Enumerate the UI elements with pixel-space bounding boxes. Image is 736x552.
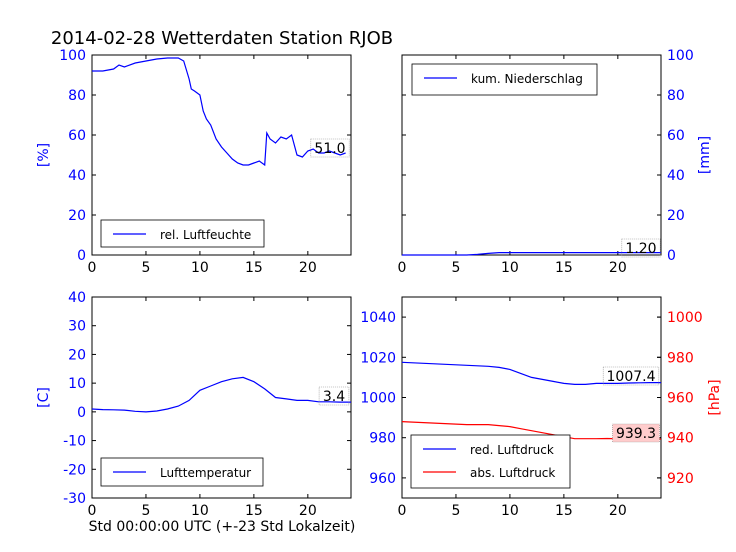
y-tick-label: 960 xyxy=(369,471,396,487)
x-tick-label: 15 xyxy=(555,503,573,519)
y-tick-label: 1000 xyxy=(360,391,396,407)
value-label: 1.20 xyxy=(625,241,656,257)
y-tick-label: 30 xyxy=(68,319,86,335)
x-tick-label: 20 xyxy=(299,503,317,519)
y-right-tick-label: 1000 xyxy=(667,310,703,326)
x-tick-label: 10 xyxy=(501,260,519,276)
y-tick-label: 80 xyxy=(667,88,685,104)
x-tick-label: 15 xyxy=(245,503,263,519)
legend-label: abs. Luftdruck xyxy=(470,466,555,480)
legend-label: kum. Niederschlag xyxy=(471,72,583,86)
x-tick-label: 0 xyxy=(398,260,407,276)
y-tick-label: 20 xyxy=(667,208,685,224)
y-tick-label: 100 xyxy=(59,48,86,64)
y-tick-label: 80 xyxy=(68,88,86,104)
y-tick-label: 20 xyxy=(68,208,86,224)
y-right-tick-label: 980 xyxy=(667,350,694,366)
y-tick-label: 1040 xyxy=(360,310,396,326)
x-tick-label: 20 xyxy=(609,260,627,276)
x-tick-label: 20 xyxy=(609,503,627,519)
y-right-tick-label: 920 xyxy=(667,471,694,487)
y-tick-label: 20 xyxy=(68,347,86,363)
value-label: 939.3 xyxy=(616,426,656,442)
legend-label: red. Luftdruck xyxy=(470,443,554,457)
x-tick-label: 15 xyxy=(245,260,263,276)
y-tick-label: 980 xyxy=(369,431,396,447)
panel-pressure: 0 5 10 15 20 960 980 1000 1020 1040 920 940 960 980 10… xyxy=(360,296,723,519)
series-line-temperature xyxy=(91,376,351,413)
series-line-precipitation xyxy=(402,252,661,256)
panel-temperature: 0 5 10 15 20 -30 -20 -10 0 10 20 30 40 [C] 3.4 Lufttemp… xyxy=(36,290,352,519)
y-tick-label: 0 xyxy=(667,248,676,264)
x-tick-label: 5 xyxy=(451,260,460,276)
x-tick-label: 5 xyxy=(451,503,460,519)
y-tick-label: -30 xyxy=(63,491,86,507)
value-label-box xyxy=(318,386,350,406)
x-tick-label: 20 xyxy=(299,260,317,276)
figure-title: 2014-02-28 Wetterdaten Station RJOB xyxy=(51,28,393,49)
legend-box xyxy=(410,434,571,489)
plot-frame xyxy=(91,296,352,499)
plot-frame xyxy=(401,54,662,256)
x-tick-label: 10 xyxy=(191,503,209,519)
x-tick-label: 5 xyxy=(141,260,150,276)
y-tick-label: 10 xyxy=(68,376,86,392)
series-line-pressure xyxy=(401,361,661,385)
plot-frame xyxy=(91,54,352,256)
y-right-tick-label: 960 xyxy=(667,391,694,407)
x-tick-label: 0 xyxy=(398,503,407,519)
y-tick-label: 0 xyxy=(77,405,86,421)
y-tick-label: 100 xyxy=(667,48,694,64)
value-label: 1007.4 xyxy=(607,369,656,385)
value-label-box xyxy=(612,423,660,443)
x-axis-label: Std 00:00:00 UTC (+-23 Std Lokalzeit) xyxy=(89,519,356,535)
y-axis-label: [C] xyxy=(36,387,52,408)
y-tick-label: 60 xyxy=(68,128,86,144)
legend-label: rel. Luftfeuchte xyxy=(160,228,251,242)
legend-box xyxy=(411,63,598,96)
y-right-tick-label: 940 xyxy=(667,431,694,447)
value-label: 3.4 xyxy=(323,389,345,405)
y-tick-label: -20 xyxy=(63,462,86,478)
x-tick-label: 15 xyxy=(555,260,573,276)
series-line-humidity xyxy=(92,57,346,167)
y-tick-label: 40 xyxy=(68,290,86,306)
y-tick-label: 60 xyxy=(667,128,685,144)
y-tick-label: 0 xyxy=(77,248,86,264)
y-tick-label: 40 xyxy=(68,168,86,184)
panel-precipitation: 0 5 10 15 20 0 20 40 60 80 100 [mm] 1.20 kum. Nieders… xyxy=(398,48,713,276)
y-tick-label: 40 xyxy=(667,168,685,184)
x-tick-label: 10 xyxy=(191,260,209,276)
y-axis-label: [mm] xyxy=(697,136,713,174)
panel-humidity: 0 5 10 15 20 0 20 40 60 80 100 [%] 51.0 rel. Luftfeuc… xyxy=(36,48,352,276)
value-label-box xyxy=(602,366,660,386)
y-tick-label: -10 xyxy=(63,434,86,450)
y-axis-label: [%] xyxy=(36,143,52,167)
x-tick-label: 0 xyxy=(88,503,97,519)
x-tick-label: 5 xyxy=(141,503,150,519)
legend-label: Lufttemperatur xyxy=(160,466,251,480)
y-right-axis-label: [hPa] xyxy=(707,379,723,415)
x-tick-label: 0 xyxy=(88,260,97,276)
x-tick-label: 10 xyxy=(501,503,519,519)
y-tick-label: 1020 xyxy=(360,350,396,366)
value-label: 51.0 xyxy=(314,141,345,157)
